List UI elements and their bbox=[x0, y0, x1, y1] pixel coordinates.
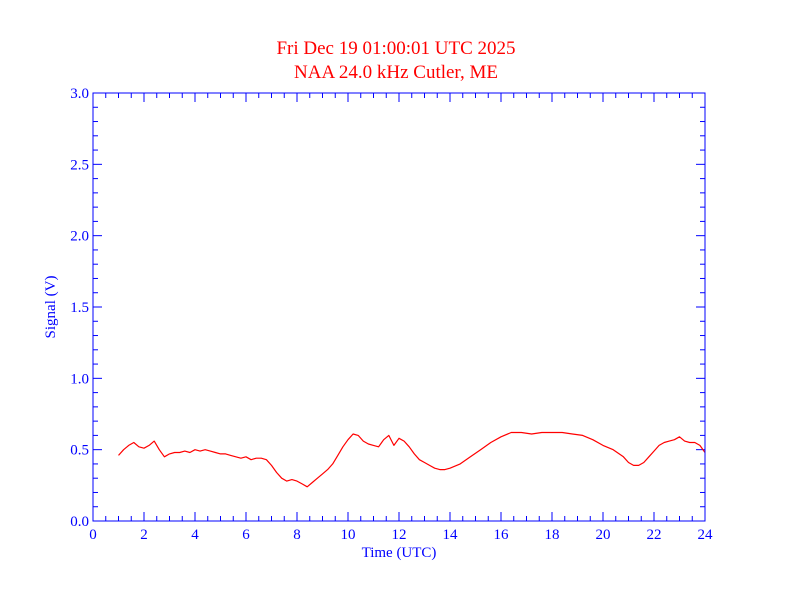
plot-frame bbox=[92, 92, 706, 522]
x-tick-label: 24 bbox=[698, 527, 714, 543]
x-axis-ticks: 0 2 4 6 8 10 12 14 16 18 20 22 24 bbox=[89, 93, 713, 543]
y-tick-label: 2.0 bbox=[70, 229, 89, 245]
y-axis-label: Signal (V) bbox=[43, 276, 59, 339]
chart-subtitle: NAA 24.0 kHz Cutler, ME bbox=[294, 62, 498, 83]
series-layer bbox=[118, 431, 706, 488]
x-tick-label: 0 bbox=[89, 527, 97, 543]
y-tick-label: 1.5 bbox=[70, 300, 89, 316]
x-tick-label: 4 bbox=[191, 527, 199, 543]
x-tick-label: 16 bbox=[494, 527, 510, 543]
x-tick-label: 12 bbox=[392, 527, 407, 543]
y-tick-label: 1.0 bbox=[70, 371, 89, 387]
x-tick-label: 22 bbox=[647, 527, 662, 543]
x-tick-label: 14 bbox=[443, 527, 459, 543]
x-axis-label: Time (UTC) bbox=[362, 545, 437, 561]
y-tick-label: 0.5 bbox=[70, 443, 89, 459]
chart-title: Fri Dec 19 01:00:01 UTC 2025 bbox=[276, 38, 515, 59]
x-tick-label: 8 bbox=[293, 527, 301, 543]
x-tick-label: 10 bbox=[341, 527, 356, 543]
x-tick-label: 6 bbox=[242, 527, 250, 543]
y-tick-label: 0.0 bbox=[70, 514, 89, 530]
x-tick-label: 2 bbox=[140, 527, 148, 543]
y-tick-label: 2.5 bbox=[70, 157, 89, 173]
x-tick-label: 20 bbox=[596, 527, 611, 543]
series-line bbox=[118, 431, 706, 488]
y-tick-label: 3.0 bbox=[70, 86, 89, 102]
y-axis-ticks: 0.0 0.5 1.0 1.5 2.0 2.5 3.0 bbox=[70, 86, 705, 530]
x-tick-label: 18 bbox=[545, 527, 560, 543]
